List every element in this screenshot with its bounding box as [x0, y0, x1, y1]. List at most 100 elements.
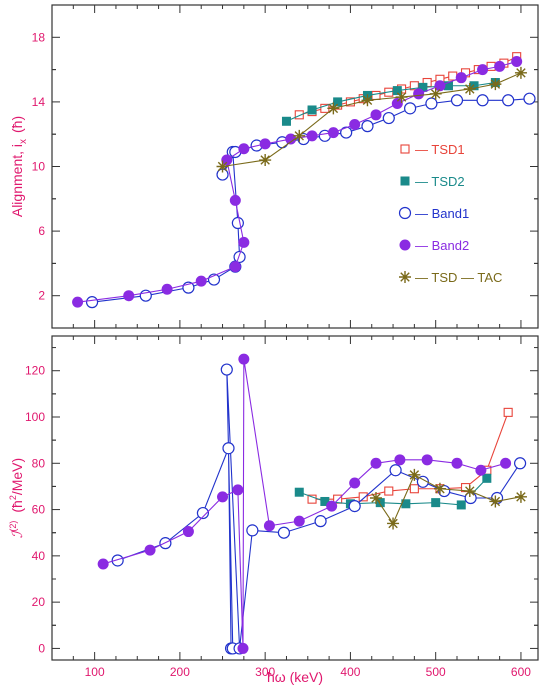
star-marker: [399, 271, 411, 283]
open-square-marker: [307, 494, 317, 504]
star-marker: [293, 129, 306, 142]
star-marker: [216, 160, 229, 173]
filled-circle-marker: [370, 109, 382, 121]
legend-entry: — TSD2: [400, 174, 465, 189]
y-tick-label: 80: [32, 456, 46, 470]
filled-circle-marker: [391, 98, 403, 110]
filled-circle-marker: [123, 290, 135, 302]
open-square-marker: [503, 407, 513, 417]
filled-circle-marker: [97, 558, 109, 570]
open-square-marker: [371, 90, 381, 100]
legend-entry: — TSD — TAC: [399, 270, 502, 285]
y-tick-label: 40: [32, 549, 46, 563]
star-marker: [433, 482, 446, 495]
filled-circle-marker: [494, 60, 506, 72]
filled-square-marker: [392, 86, 402, 96]
series-band2: [72, 56, 523, 308]
star-marker: [370, 492, 382, 504]
filled-square-marker: [307, 105, 317, 115]
series-tsd-tac: [370, 468, 527, 530]
open-circle-marker: [513, 457, 527, 470]
legend-label: — TSD2: [415, 174, 465, 189]
y-axis-label-unit: (ħ): [9, 116, 25, 133]
filled-square-marker: [281, 116, 291, 126]
star-marker: [259, 154, 272, 167]
open-square-marker: [400, 144, 410, 154]
star-marker: [387, 517, 400, 530]
filled-square-marker: [294, 487, 304, 497]
y-axis-label-unit-tail: /MeV): [9, 458, 25, 495]
filled-circle-marker: [221, 154, 233, 166]
open-square-marker: [358, 492, 368, 502]
open-square-marker: [409, 81, 419, 91]
open-circle-marker: [340, 126, 353, 139]
y-tick-label: 100: [25, 410, 45, 424]
filled-circle-marker: [293, 515, 305, 527]
y-axis-label: ℐ(2) (ħ2/MeV): [8, 458, 25, 538]
star-marker: [463, 485, 476, 498]
open-square-marker: [448, 71, 458, 81]
filled-circle-marker: [72, 296, 84, 308]
open-circle-marker: [111, 554, 124, 567]
moment-of-inertia-panel: 100 200 300 400 500 600 0 20 40 60 80 100 120 ℐ(2) (ħ2…: [8, 335, 539, 685]
filled-circle-marker: [327, 127, 339, 139]
open-circle-marker: [277, 526, 291, 539]
filled-square-marker: [431, 498, 441, 508]
legend-entry: — TSD1: [400, 142, 465, 157]
y-axis-label-main: ℐ: [9, 529, 25, 538]
open-square-marker: [409, 484, 419, 494]
open-circle-marker: [231, 216, 244, 230]
filled-square-marker: [333, 97, 343, 107]
open-circle-marker: [220, 363, 233, 376]
open-square-marker: [384, 486, 394, 496]
alignment-panel: 2 6 10 14 18 Alignment, ix (ħ) — TSD1 — TSD2 — Ba…: [9, 4, 539, 329]
open-circle-marker: [314, 515, 327, 528]
y-tick-label: 18: [32, 30, 46, 44]
star-marker: [361, 94, 374, 107]
filled-circle-marker: [217, 491, 229, 503]
open-circle-marker: [389, 464, 402, 477]
series-line: [222, 72, 522, 168]
filled-circle-marker: [263, 520, 275, 532]
filled-square-marker: [400, 176, 410, 186]
filled-circle-marker: [259, 138, 271, 150]
filled-circle-marker: [455, 72, 467, 84]
open-circle-marker: [398, 206, 412, 220]
y-tick-label: 6: [38, 224, 45, 238]
legend-label: — TSD — TAC: [415, 270, 502, 285]
open-circle-marker: [523, 92, 536, 105]
y-tick-label: 60: [32, 503, 46, 517]
y-tick-label: 2: [38, 289, 45, 303]
filled-circle-marker: [144, 544, 156, 556]
open-circle-marker: [348, 500, 361, 513]
open-circle-marker: [196, 506, 210, 520]
y-axis-label: Alignment, ix (ħ): [9, 116, 29, 217]
filled-circle-marker: [451, 457, 463, 469]
filled-circle-marker: [434, 80, 446, 92]
open-circle-marker: [246, 524, 259, 537]
open-circle-marker: [416, 475, 429, 488]
star-marker: [463, 82, 476, 95]
legend-entry: — Band2: [399, 238, 469, 253]
filled-circle-marker: [182, 526, 194, 538]
filled-circle-marker: [475, 464, 487, 476]
legend-label: — Band1: [415, 206, 469, 221]
star-marker: [514, 490, 527, 503]
filled-circle-marker: [306, 130, 318, 142]
x-tick-label: 200: [170, 665, 190, 679]
y-axis-label-subscript: x: [18, 139, 29, 144]
filled-circle-marker: [399, 239, 411, 251]
filled-square-marker: [456, 500, 466, 510]
legend-entry: — Band1: [398, 206, 469, 221]
filled-circle-marker: [413, 88, 425, 100]
filled-circle-marker: [326, 500, 338, 512]
series-tsd-tac: [216, 66, 527, 173]
y-tick-label: 0: [38, 641, 45, 655]
series-band2: [97, 353, 512, 654]
filled-circle-marker: [232, 484, 244, 496]
x-axis-label: ħω (keV): [267, 669, 323, 685]
x-tick-label: 600: [511, 665, 531, 679]
open-circle-marker: [502, 94, 515, 107]
filled-square-marker: [482, 473, 492, 483]
